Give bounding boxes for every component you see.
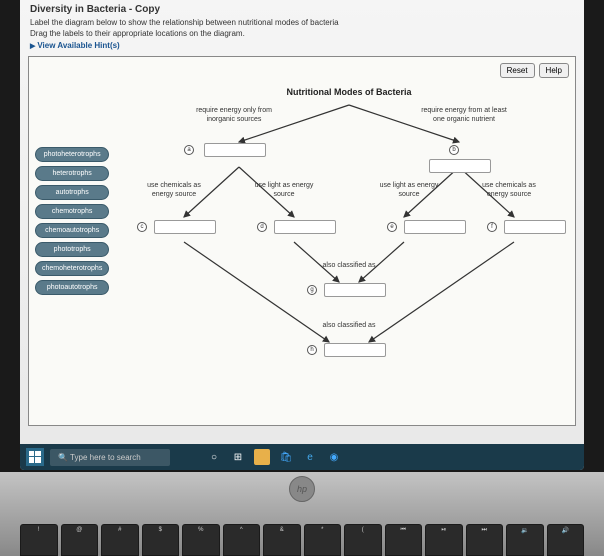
node-d: d xyxy=(257,222,267,232)
hp-logo: hp xyxy=(289,476,315,502)
key: # xyxy=(101,524,139,556)
diagram: Nutritional Modes of Bacteria requi xyxy=(129,87,569,417)
node-e: e xyxy=(387,222,397,232)
node-b: b xyxy=(449,145,459,155)
label-chip-chemoautotrophs[interactable]: chemoautotrophs xyxy=(35,223,109,238)
diagram-title: Nutritional Modes of Bacteria xyxy=(286,87,411,97)
key: 🔉 xyxy=(506,524,544,556)
label-chip-heterotrophs[interactable]: heterotrophs xyxy=(35,166,109,181)
search-placeholder: Type here to search xyxy=(70,453,141,462)
caption-c4: use chemicals as energy source xyxy=(474,182,544,199)
label-chip-chemotrophs[interactable]: chemotrophs xyxy=(35,204,109,219)
task-icons: ○ ⊞ 🛍 e ◉ xyxy=(206,449,342,465)
node-a: a xyxy=(184,145,194,155)
key: ^ xyxy=(223,524,261,556)
top-buttons: Reset Help xyxy=(500,63,569,78)
instruction-1: Label the diagram below to show the rela… xyxy=(20,17,584,28)
laptop-base: hp !@#$%^&*(⏮⏯⏭🔉🔊 xyxy=(0,466,604,556)
work-area: Reset Help photoheterotrophs heterotrophs… xyxy=(28,56,576,426)
page-title: Diversity in Bacteria - Copy xyxy=(20,0,584,17)
label-chip-photoautotrophs[interactable]: photoautotrophs xyxy=(35,280,109,295)
instruction-2: Drag the labels to their appropriate loc… xyxy=(20,28,584,39)
dropzone-a[interactable] xyxy=(204,143,266,157)
label-bank: photoheterotrophs heterotrophs autotrophs c… xyxy=(35,147,109,295)
dropzone-g[interactable] xyxy=(324,283,386,297)
key: ⏮ xyxy=(385,524,423,556)
dropzone-h[interactable] xyxy=(324,343,386,357)
label-chip-autotrophs[interactable]: autotrophs xyxy=(35,185,109,200)
diagram-arrows xyxy=(129,87,569,417)
hints-link[interactable]: View Available Hint(s) xyxy=(20,39,584,52)
node-h: h xyxy=(307,345,317,355)
node-c: c xyxy=(137,222,147,232)
label-chip-chemoheterotrophs[interactable]: chemoheterotrophs xyxy=(35,261,109,276)
key: $ xyxy=(142,524,180,556)
dropzone-f[interactable] xyxy=(504,220,566,234)
edge-icon[interactable]: e xyxy=(302,449,318,465)
dropzone-b[interactable] xyxy=(429,159,491,173)
key: ! xyxy=(20,524,58,556)
key: @ xyxy=(61,524,99,556)
chrome-icon[interactable]: ◉ xyxy=(326,449,342,465)
caption-mid1: also classified as xyxy=(309,262,389,270)
label-chip-photoheterotrophs[interactable]: photoheterotrophs xyxy=(35,147,109,162)
node-f: f xyxy=(487,222,497,232)
node-g: g xyxy=(307,285,317,295)
key: * xyxy=(304,524,342,556)
dropzone-c[interactable] xyxy=(154,220,216,234)
reset-button[interactable]: Reset xyxy=(500,63,535,78)
help-button[interactable]: Help xyxy=(539,63,569,78)
caption-c3: use light as energy source xyxy=(374,182,444,199)
search-box[interactable]: 🔍 Type here to search xyxy=(50,449,170,466)
key: ⏭ xyxy=(466,524,504,556)
label-chip-phototrophs[interactable]: phototrophs xyxy=(35,242,109,257)
dropzone-d[interactable] xyxy=(274,220,336,234)
cortana-icon[interactable]: ○ xyxy=(206,449,222,465)
keyboard: !@#$%^&*(⏮⏯⏭🔉🔊 xyxy=(20,516,584,556)
key: ⏯ xyxy=(425,524,463,556)
caption-left-top: require energy only from inorganic sourc… xyxy=(189,107,279,124)
key: & xyxy=(263,524,301,556)
caption-mid2: also classified as xyxy=(309,322,389,330)
key: 🔊 xyxy=(547,524,585,556)
taskbar: 🔍 Type here to search ○ ⊞ 🛍 e ◉ xyxy=(20,444,584,470)
dropzone-e[interactable] xyxy=(404,220,466,234)
caption-c1: use chemicals as energy source xyxy=(139,182,209,199)
caption-right-top: require energy from at least one organic… xyxy=(419,107,509,124)
key: % xyxy=(182,524,220,556)
caption-c2: use light as energy source xyxy=(249,182,319,199)
screen: Diversity in Bacteria - Copy Label the d… xyxy=(20,0,584,470)
store-icon[interactable]: 🛍 xyxy=(278,449,294,465)
explorer-icon[interactable] xyxy=(254,449,270,465)
start-button[interactable] xyxy=(26,448,44,466)
windows-icon xyxy=(29,451,41,463)
taskview-icon[interactable]: ⊞ xyxy=(230,449,246,465)
key: ( xyxy=(344,524,382,556)
